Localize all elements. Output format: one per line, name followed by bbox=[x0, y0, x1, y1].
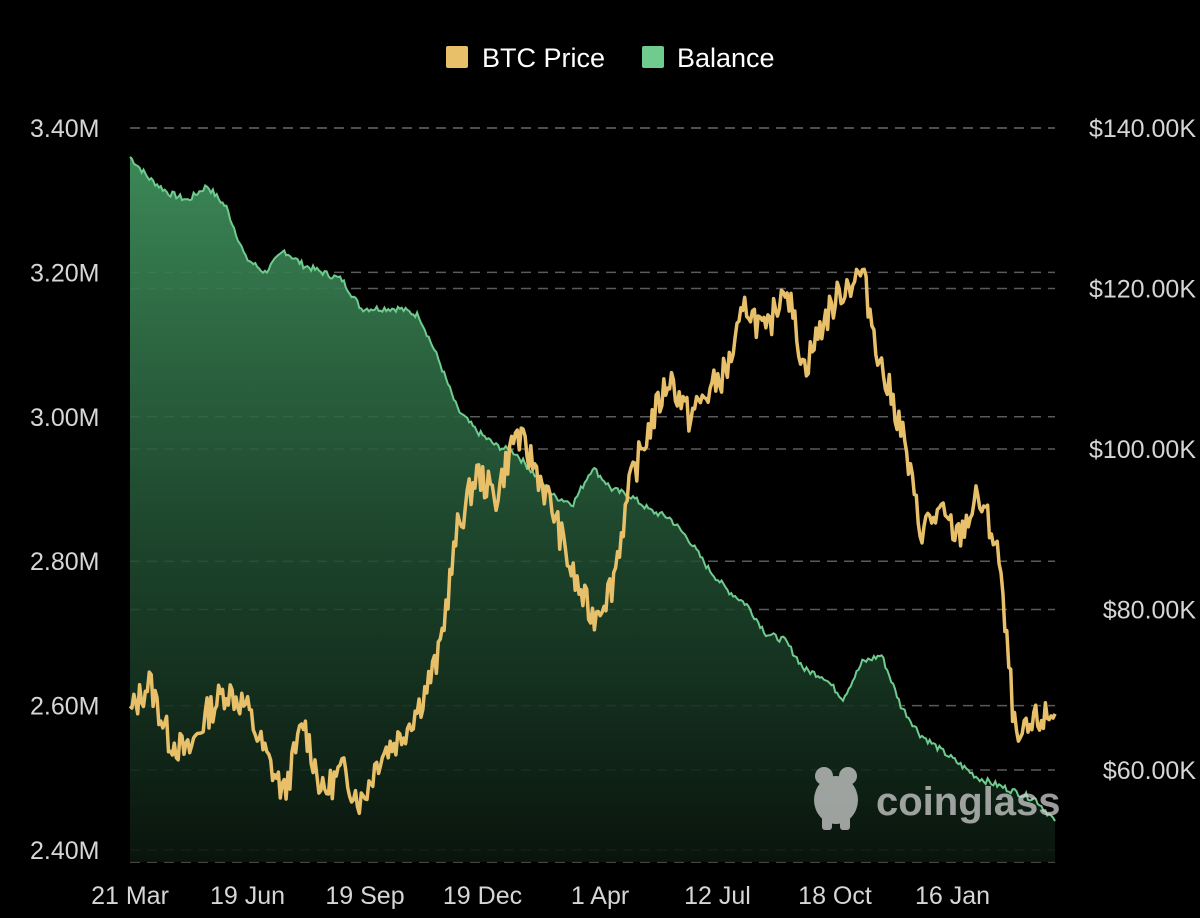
x-tick-label: 19 Sep bbox=[325, 882, 404, 910]
y-left-tick-label: 2.80M bbox=[30, 548, 99, 576]
y-left-tick-label: 3.00M bbox=[30, 404, 99, 432]
watermark-text: coinglass bbox=[876, 780, 1061, 824]
x-axis-ticks: 21 Mar 19 Jun 19 Sep 19 Dec 1 Apr 12 Jul 18 Oc… bbox=[91, 882, 990, 910]
y-right-tick-label: $120.00K bbox=[1089, 276, 1196, 304]
y-left-tick-label: 3.20M bbox=[30, 259, 99, 287]
y-right-tick-label: $60.00K bbox=[1103, 757, 1196, 785]
coinglass-logo-icon bbox=[814, 767, 858, 830]
series-balance bbox=[129, 156, 1056, 862]
x-tick-label: 19 Dec bbox=[443, 882, 522, 910]
y-right-tick-label: $100.00K bbox=[1089, 436, 1196, 464]
legend: BTC Price Balance bbox=[446, 43, 775, 73]
watermark: coinglass bbox=[814, 767, 1061, 830]
x-tick-label: 16 Jan bbox=[915, 882, 990, 910]
btc-price-line bbox=[128, 267, 1057, 816]
legend-label-balance[interactable]: Balance bbox=[677, 43, 775, 73]
x-tick-label: 1 Apr bbox=[571, 882, 629, 910]
legend-swatch-balance[interactable] bbox=[642, 46, 664, 68]
series-btc-price bbox=[128, 267, 1057, 816]
x-tick-label: 19 Jun bbox=[210, 882, 285, 910]
legend-swatch-btc-price[interactable] bbox=[446, 46, 468, 68]
y-left-tick-label: 3.40M bbox=[30, 115, 99, 143]
balance-line bbox=[129, 156, 1056, 822]
balance-area bbox=[130, 156, 1055, 862]
left-axis-ticks: 3.40M 3.20M 3.00M 2.80M 2.60M 2.40M bbox=[30, 115, 99, 865]
legend-label-btc-price[interactable]: BTC Price bbox=[482, 43, 605, 73]
right-axis-ticks: $140.00K $120.00K $100.00K $80.00K $60.00K bbox=[1089, 115, 1196, 785]
x-tick-label: 21 Mar bbox=[91, 882, 169, 910]
x-tick-label: 12 Jul bbox=[684, 882, 751, 910]
x-tick-label: 18 Oct bbox=[798, 882, 872, 910]
y-left-tick-label: 2.60M bbox=[30, 693, 99, 721]
y-right-tick-label: $140.00K bbox=[1089, 115, 1196, 143]
y-right-tick-label: $80.00K bbox=[1103, 597, 1196, 625]
y-left-tick-label: 2.40M bbox=[30, 837, 99, 865]
